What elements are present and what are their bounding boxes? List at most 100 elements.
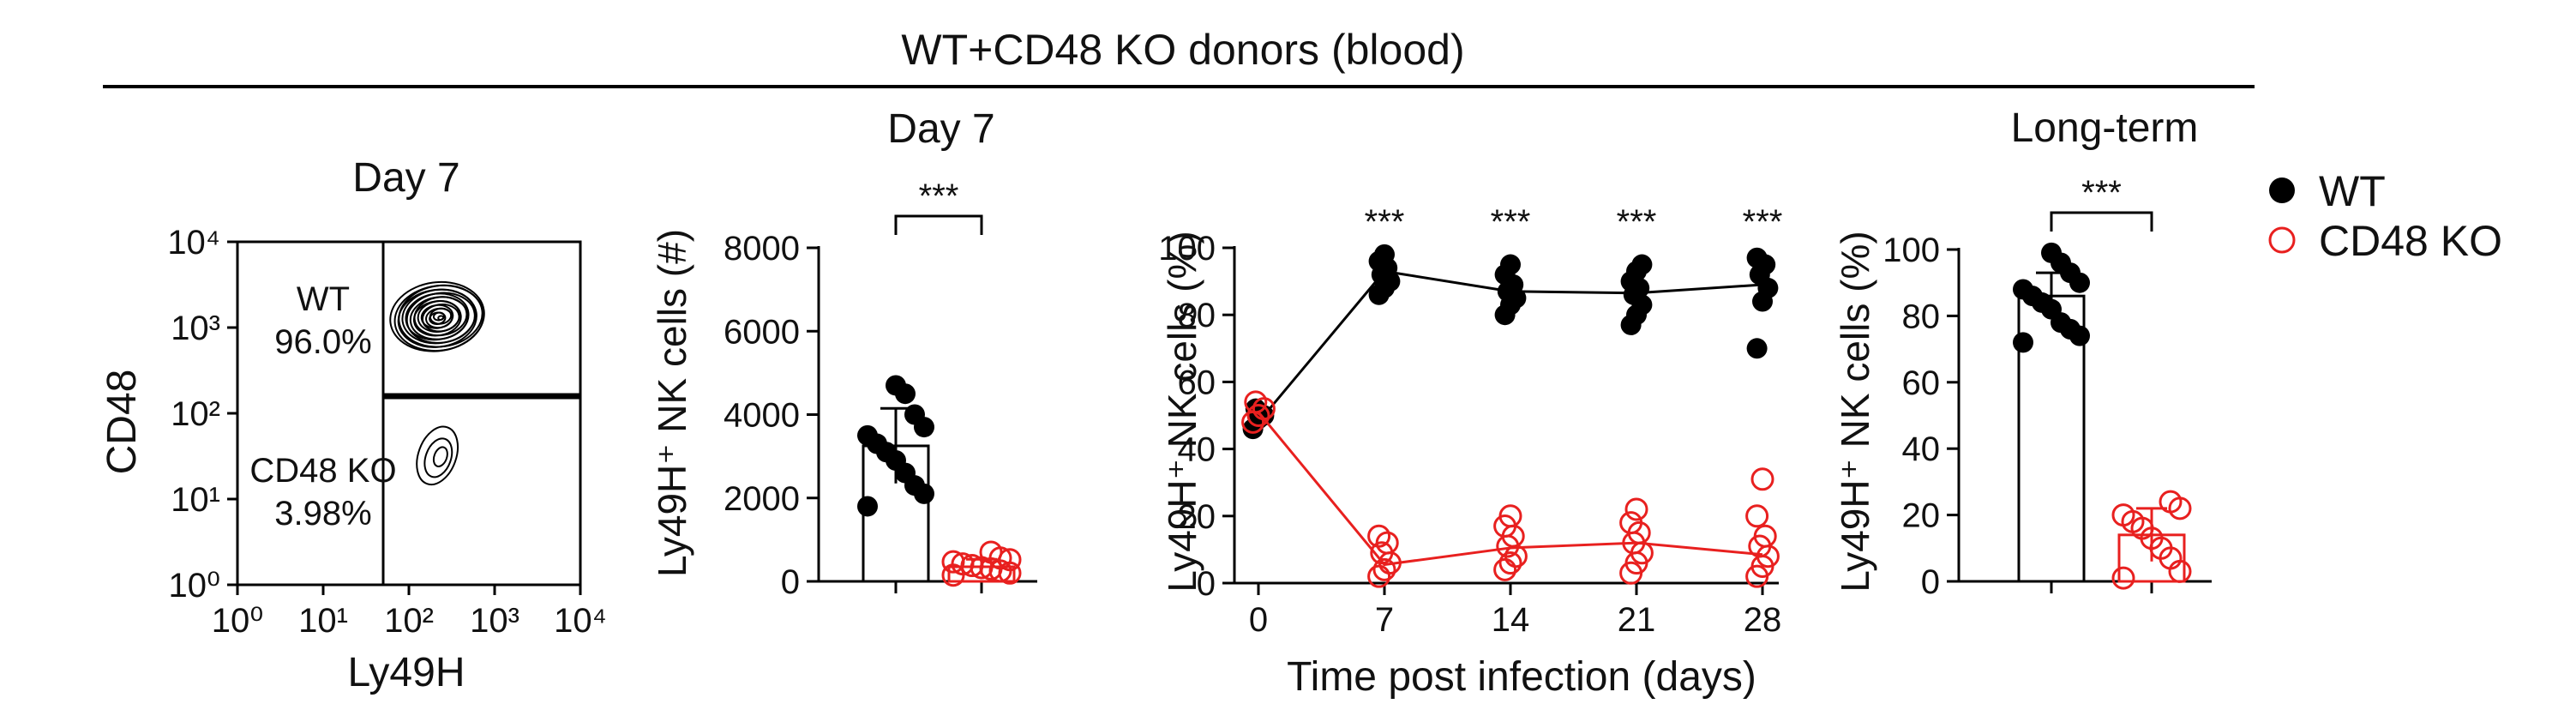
line-y-tick-label: 60 — [1178, 364, 1216, 401]
data-point — [2013, 279, 2033, 300]
bar-y-tick-label: 4000 — [724, 397, 800, 435]
bar-y-tick-label: 40 — [1902, 430, 1941, 468]
bar-y-tick-label: 60 — [1902, 364, 1941, 402]
line-y-tick-label: 40 — [1178, 431, 1216, 469]
data-point — [1746, 338, 1768, 359]
bar-y-tick-label: 0 — [1921, 563, 1940, 601]
flow-y-tick-label: 10³ — [171, 310, 220, 347]
bar-y-tick-label: 0 — [781, 563, 800, 601]
data-point — [857, 496, 878, 517]
data-point — [1372, 557, 1396, 581]
legend-wt-marker — [2269, 177, 2295, 203]
data-point — [1498, 504, 1522, 528]
flow-panel: Day 7 Ly49H CD48 10⁰ 10¹ 10² 10³ 10⁴ 10⁴ 10³ 10… — [99, 155, 607, 695]
flow-title: Day 7 — [352, 155, 459, 201]
flow-gate — [381, 394, 582, 587]
line-y-tick-label: 100 — [1158, 230, 1216, 268]
data-point — [886, 375, 906, 396]
data-point — [1246, 404, 1270, 427]
bar-y-tick-label: 6000 — [724, 313, 800, 351]
time-ylabel: Ly49H⁺ NK cells (%) — [1160, 231, 1204, 592]
flow-gate-percent: 3.98% — [274, 495, 371, 532]
flow-x-tick-label: 10³ — [470, 602, 519, 640]
flow-contour — [432, 446, 448, 467]
data-point — [1374, 244, 1395, 265]
line-x-tick-label: 28 — [1744, 601, 1782, 639]
data-point — [1244, 390, 1268, 414]
data-point — [1746, 247, 1768, 268]
data-point — [1367, 524, 1391, 548]
bar-y-tick-label: 20 — [1902, 497, 1941, 535]
data-point — [857, 424, 878, 446]
data-point — [1750, 467, 1774, 491]
longterm-title: Long-term — [2011, 105, 2199, 151]
flow-y-tick-label: 10¹ — [171, 481, 220, 519]
flow-x-tick-label: 10⁴ — [554, 602, 607, 640]
significance-stars: *** — [919, 177, 959, 215]
series-line — [1257, 411, 1763, 567]
data-point — [1375, 531, 1399, 555]
line-y-tick-label: 20 — [1178, 498, 1216, 536]
flow-gate-percent: 96.0% — [274, 323, 371, 361]
line-x-tick-label: 21 — [1618, 601, 1656, 639]
legend-wt-label: WT — [2319, 167, 2386, 215]
flow-x-tick-label: 10¹ — [298, 602, 348, 640]
flow-x-tick-label: 10⁰ — [212, 602, 264, 640]
longterm-panel: Long-term Ly49H⁺ NK cells (%) 0 20 40 60 80 1… — [1833, 105, 2212, 601]
line-x-tick-label: 14 — [1492, 601, 1530, 639]
data-point — [1745, 504, 1769, 528]
bar-y-tick-label: 2000 — [724, 480, 800, 518]
time-xlabel: Time post infection (days) — [1287, 654, 1756, 700]
count-panel: Day 7 Ly49H⁺ NK cells (#) 0 2000 4000 6000 8… — [650, 106, 1037, 601]
line-x-tick-label: 7 — [1375, 601, 1394, 639]
flow-contour — [416, 425, 459, 486]
flow-y-tick-label: 10² — [171, 395, 220, 433]
data-point — [979, 540, 1003, 564]
significance-stars: *** — [1617, 203, 1657, 241]
legend-ko-marker — [2268, 226, 2296, 254]
time-panel: Time post infection (days) Ly49H⁺ NK cel… — [1158, 203, 1782, 700]
flow-y-tick-label: 10⁰ — [168, 567, 220, 605]
data-point — [1753, 524, 1777, 548]
significance-bracket — [2050, 211, 2153, 232]
flow-contour — [389, 280, 485, 352]
bar-y-tick-label: 80 — [1902, 298, 1941, 335]
flow-gate-name: CD48 KO — [249, 452, 396, 490]
legend-ko-label: CD48 KO — [2319, 217, 2502, 265]
data-point — [1498, 551, 1522, 575]
data-point — [1493, 557, 1517, 581]
longterm-ylabel: Ly49H⁺ NK cells (%) — [1833, 231, 1877, 592]
line-x-tick-label: 0 — [1249, 601, 1268, 639]
legend: WT CD48 KO — [2268, 167, 2502, 265]
count-ylabel: Ly49H⁺ NK cells (#) — [650, 229, 694, 577]
flow-contour — [423, 437, 453, 478]
data-point — [2111, 503, 2135, 527]
data-point — [1624, 497, 1648, 521]
data-point — [1252, 397, 1276, 421]
flow-contour — [437, 315, 445, 321]
data-point — [1631, 254, 1653, 275]
figure-header: WT+CD48 KO donors (blood) — [901, 26, 1464, 74]
flow-ylabel: CD48 — [99, 370, 145, 475]
significance-stars: *** — [1365, 203, 1405, 241]
significance-stars: *** — [2081, 174, 2122, 212]
data-point — [951, 552, 975, 576]
flow-y-tick-label: 10⁴ — [167, 224, 220, 262]
data-point — [2111, 566, 2135, 590]
data-point — [1619, 511, 1643, 535]
line-y-tick-label: 0 — [1197, 565, 1216, 603]
flow-xlabel: Ly49H — [348, 650, 465, 695]
count-title: Day 7 — [887, 106, 994, 152]
bar-y-tick-label: 8000 — [724, 230, 800, 268]
flow-x-tick-label: 10² — [384, 602, 434, 640]
bar-y-tick-label: 100 — [1882, 232, 1940, 269]
line-y-tick-label: 80 — [1178, 297, 1216, 334]
significance-bracket — [894, 214, 983, 235]
flow-gate-name: WT — [297, 280, 350, 318]
data-point — [904, 404, 925, 425]
significance-stars: *** — [1491, 203, 1531, 241]
flow-frame — [236, 240, 582, 587]
data-point — [2013, 332, 2033, 353]
data-point — [1500, 254, 1521, 275]
